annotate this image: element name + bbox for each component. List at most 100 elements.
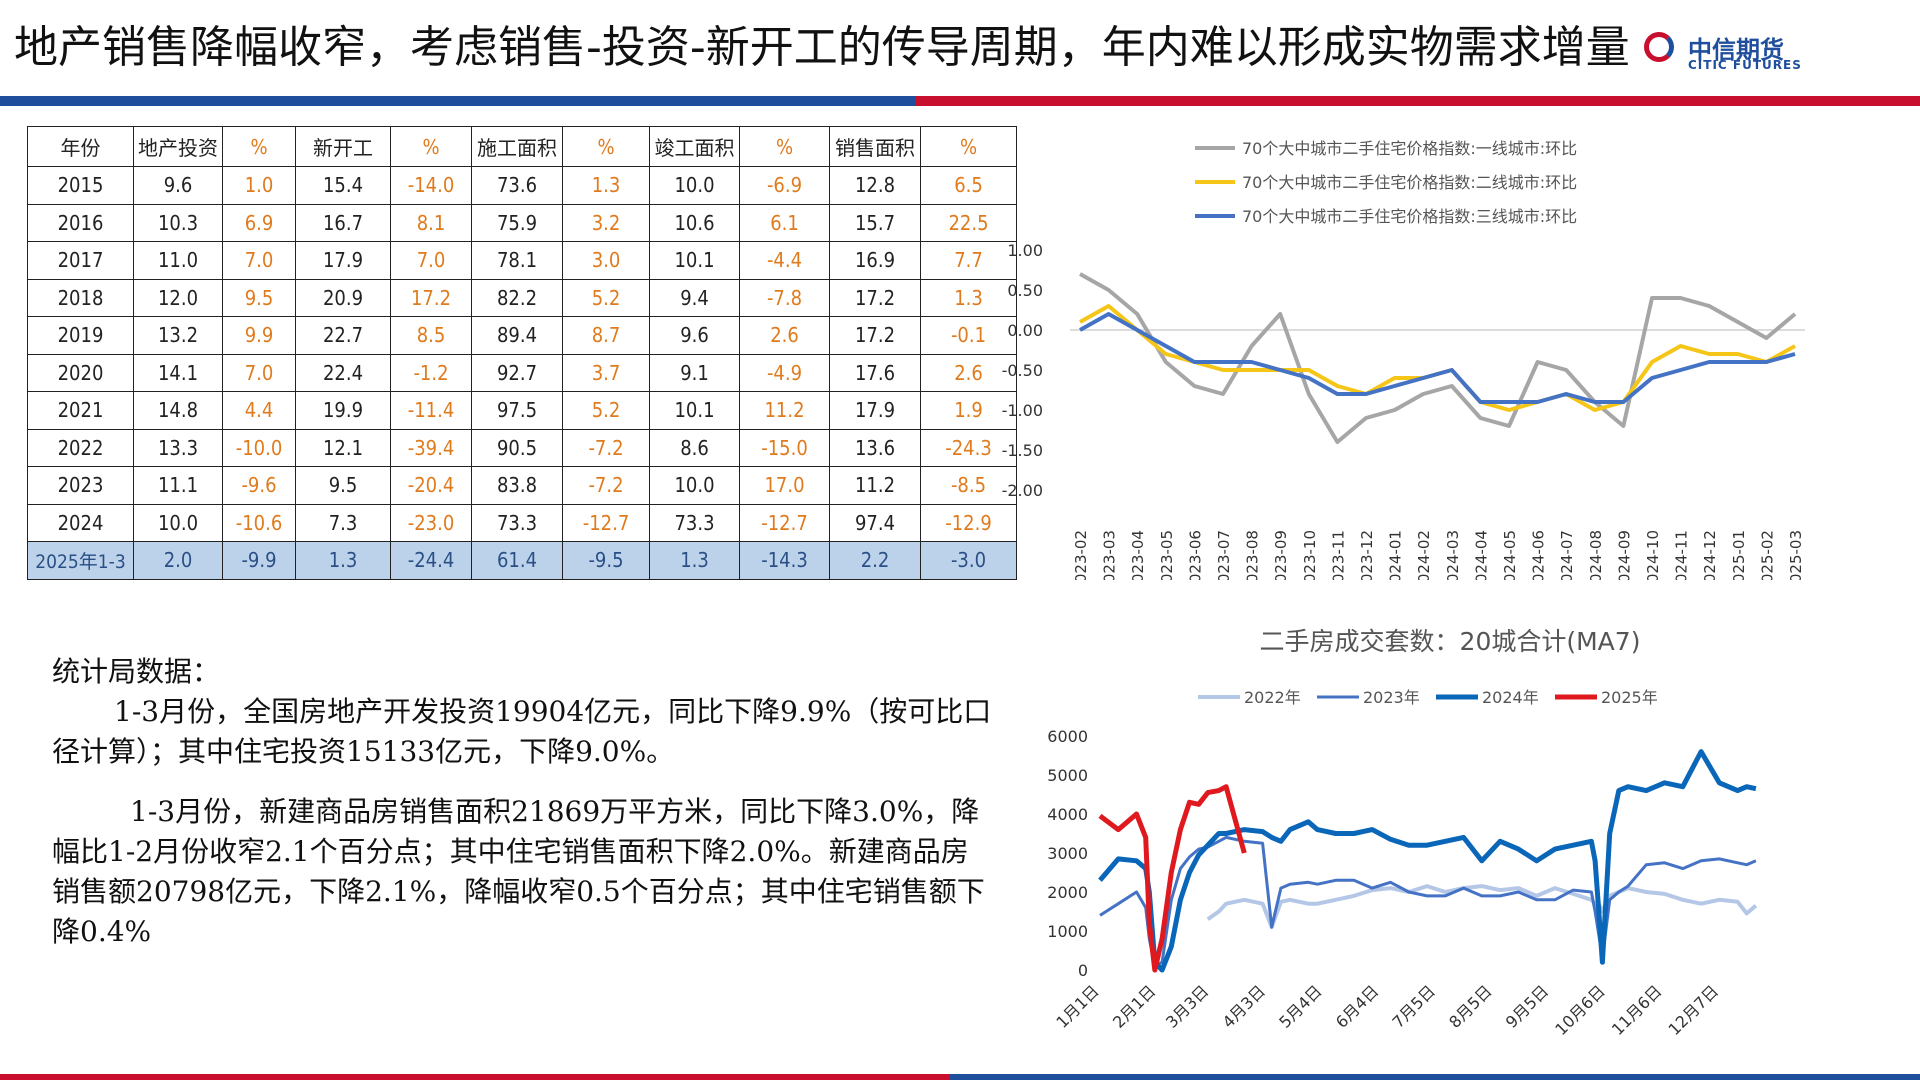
table-cell: 7.0 bbox=[390, 241, 472, 280]
legend-label: 2024年 bbox=[1482, 688, 1539, 707]
table-cell: -24.4 bbox=[390, 541, 472, 580]
table-cell: -8.5 bbox=[920, 466, 1017, 505]
col-header-pct: % bbox=[390, 126, 472, 167]
table-cell: 9.5 bbox=[295, 466, 391, 505]
table-cell: 3.7 bbox=[562, 353, 650, 392]
table-cell: 5.2 bbox=[562, 391, 650, 430]
table-row: 2017 11.0 7.0 17.9 7.0 78.1 3.0 10.1 -4.4 16.9 7.7 bbox=[27, 241, 1017, 280]
col-header-new-starts: 新开工 bbox=[295, 126, 391, 167]
table-cell: 12.1 bbox=[295, 428, 391, 467]
table-row: 2020 14.1 7.0 22.4 -1.2 92.7 3.7 9.1 -4.9 17.6 2.6 bbox=[27, 353, 1017, 392]
series-line bbox=[1099, 835, 1757, 968]
table-cell-year: 2024 bbox=[27, 503, 134, 542]
table-cell: 75.9 bbox=[471, 203, 563, 242]
table-cell: 82.2 bbox=[471, 278, 563, 317]
logo-en-text: CITIC FUTURES bbox=[1688, 58, 1802, 72]
table-cell: 8.6 bbox=[649, 428, 740, 467]
table-cell: -4.4 bbox=[739, 241, 830, 280]
table-cell: -12.9 bbox=[920, 503, 1017, 542]
table-cell: 11.2 bbox=[829, 466, 921, 505]
table-cell: 1.3 bbox=[562, 166, 650, 205]
x-tick-label: 10月6日 bbox=[1551, 981, 1609, 1039]
table-header-row: 年份 地产投资 % 新开工 % 施工面积 % 竣工面积 % 销售面积 % bbox=[27, 126, 1017, 167]
x-tick-label: 2023-02 bbox=[1072, 530, 1090, 580]
y-tick-label: 0 bbox=[1078, 961, 1088, 980]
table-cell: 11.0 bbox=[133, 241, 223, 280]
table-cell: 8.5 bbox=[390, 316, 472, 355]
x-tick-label: 8月5日 bbox=[1445, 981, 1495, 1031]
y-tick-label: 0.00 bbox=[1007, 321, 1043, 340]
table-cell: 14.1 bbox=[133, 353, 223, 392]
stats-notes: 统计局数据： 1-3月份，全国房地产开发投资19904亿元，同比下降9.9%（按… bbox=[52, 652, 992, 952]
footer-divider-red bbox=[0, 1074, 950, 1080]
table-cell: 17.0 bbox=[739, 466, 830, 505]
table-row: 2023 11.1 -9.6 9.5 -20.4 83.8 -7.2 10.0 17.0 11.2… bbox=[27, 466, 1017, 505]
x-tick-label: 2023-04 bbox=[1129, 530, 1147, 580]
table-cell: 73.3 bbox=[649, 503, 740, 542]
col-header-completed: 竣工面积 bbox=[649, 126, 740, 167]
table-cell: 20.9 bbox=[295, 278, 391, 317]
table-row: 2025年1-3 2.0 -9.9 1.3 -24.4 61.4 -9.5 1.3 -14.3 2… bbox=[27, 541, 1017, 580]
x-tick-label: 2024-07 bbox=[1558, 530, 1576, 580]
table-cell: 61.4 bbox=[471, 541, 563, 580]
header-divider-red bbox=[915, 96, 1920, 106]
series-line bbox=[1098, 749, 1757, 973]
x-tick-label: 11月6日 bbox=[1608, 981, 1666, 1039]
x-tick-label: 6月4日 bbox=[1332, 981, 1382, 1031]
table-row: 2016 10.3 6.9 16.7 8.1 75.9 3.2 10.6 6.1 15.7 22.5 bbox=[27, 203, 1017, 242]
x-tick-label: 7月5日 bbox=[1389, 981, 1439, 1031]
x-tick-label: 2024-05 bbox=[1501, 530, 1519, 580]
table-cell: 1.0 bbox=[222, 166, 296, 205]
table-cell: 97.4 bbox=[829, 503, 921, 542]
x-tick-label: 2023-03 bbox=[1101, 530, 1119, 580]
table-cell: 6.5 bbox=[920, 166, 1017, 205]
col-header-year: 年份 bbox=[27, 126, 134, 167]
col-header-pct: % bbox=[920, 126, 1017, 167]
legend-label: 2023年 bbox=[1363, 688, 1420, 707]
table-cell: 1.3 bbox=[295, 541, 391, 580]
table-cell: 3.2 bbox=[562, 203, 650, 242]
col-header-pct: % bbox=[562, 126, 650, 167]
page-title: 地产销售降幅收窄，考虑销售-投资-新开工的传导周期，年内难以形成实物需求增量 bbox=[14, 22, 1630, 73]
x-tick-label: 2024-02 bbox=[1415, 530, 1433, 580]
table-cell: 19.9 bbox=[295, 391, 391, 430]
table-cell: 17.2 bbox=[390, 278, 472, 317]
table-cell: 2.0 bbox=[133, 541, 223, 580]
table-cell: 10.1 bbox=[649, 241, 740, 280]
col-header-sales-area: 销售面积 bbox=[829, 126, 921, 167]
y-tick-label: -0.50 bbox=[1002, 361, 1043, 380]
table-cell: -39.4 bbox=[390, 428, 472, 467]
table-cell: -6.9 bbox=[739, 166, 830, 205]
table-cell: 14.8 bbox=[133, 391, 223, 430]
table-cell: -12.7 bbox=[562, 503, 650, 542]
logo-icon bbox=[1644, 32, 1674, 62]
transactions-chart: 二手房成交套数：20城合计(MA7)2022年 2023年 2024年 2025年01… bbox=[1047, 627, 1758, 1039]
table-cell: 2.2 bbox=[829, 541, 921, 580]
table-cell-year: 2025年1-3 bbox=[27, 541, 134, 580]
logo-cn-text: 中信期货 bbox=[1688, 36, 1784, 64]
table-cell: -3.0 bbox=[920, 541, 1017, 580]
table-cell: 17.9 bbox=[829, 391, 921, 430]
table-cell-year: 2015 bbox=[27, 166, 134, 205]
x-tick-label: 4月3日 bbox=[1219, 981, 1269, 1031]
header-divider-blue bbox=[0, 96, 915, 106]
x-tick-label: 2025-03 bbox=[1787, 530, 1805, 580]
footer-divider-blue bbox=[950, 1074, 1920, 1080]
table-cell-year: 2017 bbox=[27, 241, 134, 280]
y-tick-label: 5000 bbox=[1047, 766, 1088, 785]
x-tick-label: 2024-06 bbox=[1530, 530, 1548, 580]
table-cell: 15.4 bbox=[295, 166, 391, 205]
x-tick-label: 5月4日 bbox=[1275, 981, 1325, 1031]
table-cell: 10.0 bbox=[649, 466, 740, 505]
col-header-pct: % bbox=[739, 126, 830, 167]
table-cell: 5.2 bbox=[562, 278, 650, 317]
table-cell: 9.9 bbox=[222, 316, 296, 355]
table-cell: -20.4 bbox=[390, 466, 472, 505]
table-cell: 4.4 bbox=[222, 391, 296, 430]
table-cell: 16.7 bbox=[295, 203, 391, 242]
x-tick-label: 2025-01 bbox=[1730, 530, 1748, 580]
table-cell: 12.0 bbox=[133, 278, 223, 317]
table-cell: 7.3 bbox=[295, 503, 391, 542]
series-line bbox=[1079, 272, 1797, 444]
price-index-chart: 70个大中城市二手住宅价格指数:一线城市:环比 70个大中城市二手住宅价格指数:二… bbox=[1002, 139, 1805, 580]
